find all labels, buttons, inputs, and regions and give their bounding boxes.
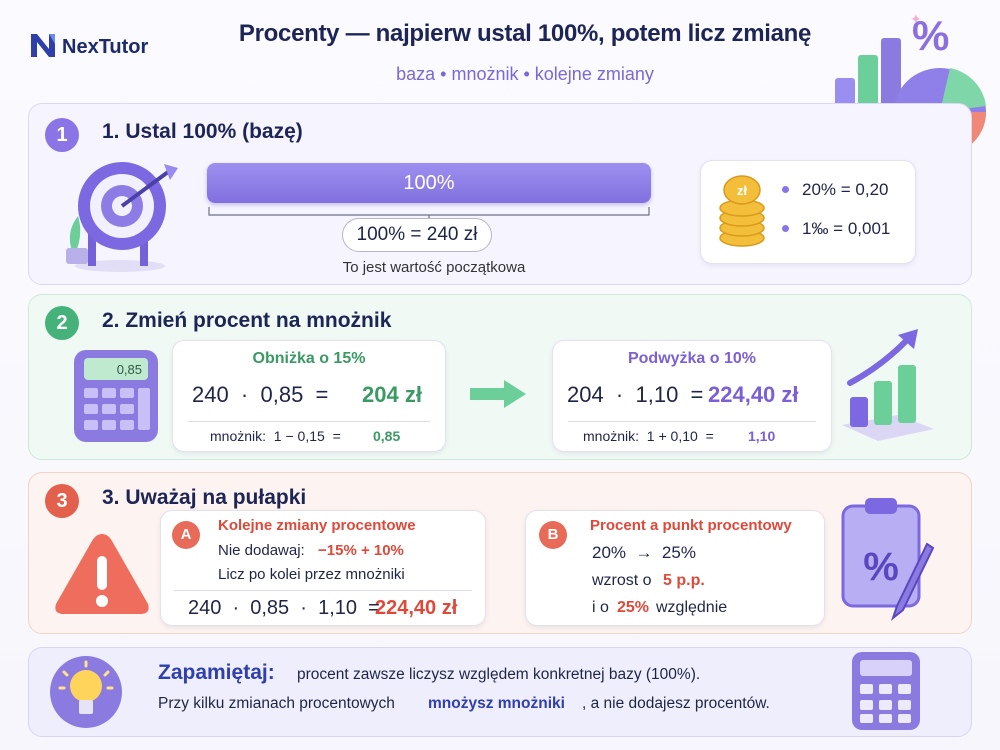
base-bar: 100% [207,163,651,203]
card-heading: Obniżka o 15% [252,350,366,367]
rel-value: 25% [617,599,650,616]
clipboard-symbol: % [863,545,899,589]
growth-icon [842,329,934,441]
equation-result: 224,40 zł [375,597,458,619]
card [172,340,446,452]
step-number: 2 [45,306,79,340]
title: Procenty — najpierw ustal 100%, potem li… [238,20,812,47]
section-title: 2. Zmień procent na mnożnik [102,309,392,332]
divider [174,590,472,591]
card-heading: Procent a punkt procentowy [590,517,792,534]
reminder-line: , a nie dodajesz procentów. [582,695,770,712]
equation: 204 · 1,10 = [567,382,704,407]
pp-prefix: wzrost o [592,572,652,589]
multiplier-note: mnożnik: 1 − 0,15 = [210,428,341,444]
arrow [470,380,526,408]
logo-text: NexTutor [62,36,149,58]
warning-icon [55,534,149,614]
base-pill: 100% = 240 zł [342,218,492,252]
section [28,647,972,737]
equation: 240 · 0,85 = [192,382,329,407]
bulb-icon [50,656,122,728]
badge: A [172,521,200,549]
conversion: 20% = 0,20 [802,180,889,199]
reminder-line: Przy kilku zmianach procentowych [158,695,395,712]
step-number: 1 [45,118,79,152]
bullet [782,225,789,232]
change: 20% → 25% [592,543,696,562]
badge: B [539,521,567,549]
logo-icon [31,34,55,57]
equation-result: 204 zł [362,382,422,407]
section-title: 1. Ustal 100% (bazę) [102,120,303,143]
section-title: 3. Uważaj na pułapki [102,486,307,509]
card-heading: Podwyżka o 10% [627,350,757,367]
target-icon [66,162,178,272]
calculator-icon [852,652,920,730]
decor-symbol: % [912,12,949,59]
sparkle: ✦ [910,11,922,27]
rel-suffix: względnie [656,599,728,616]
bullet [782,186,789,193]
multiplier-value: 0,85 [373,428,401,444]
step-number: 3 [45,484,79,518]
rel-prefix: i o [592,599,609,616]
card [525,510,825,626]
warning-text: Nie dodawaj: [218,542,305,559]
clipboard-icon: % [841,498,935,621]
subtitle: baza • mnożnik • kolejne zmiany [396,64,654,84]
multiplier-value: 1,10 [748,428,776,444]
hint: Licz po kolei przez mnożniki [218,566,405,583]
calculator-display: 0,85 [117,362,142,377]
card [160,510,486,626]
pp-value: 5 p.p. [663,572,705,589]
equation-result: 224,40 zł [708,382,799,407]
calculator-icon: 0,85 [74,350,158,442]
card-heading: Kolejne zmiany procentowe [218,517,416,534]
conversion: 1‰ = 0,001 [802,219,891,238]
reminder-label: Zapamiętaj: [158,661,275,684]
card [552,340,832,452]
reminder-line: procent zawsze liczysz względem konkretn… [297,666,701,683]
equation: 240 · 0,85 · 1,10 = [188,597,380,619]
divider [568,421,816,422]
coins-icon: zł [719,175,765,247]
divider [188,421,430,422]
reminder-emphasis: mnożysz mnożniki [428,695,565,712]
coin-label: zł [737,183,748,198]
warning-expression: −15% + 10% [318,542,404,559]
multiplier-note: mnożnik: 1 + 0,10 = [583,428,714,444]
caption: To jest wartość początkowa [342,259,526,276]
